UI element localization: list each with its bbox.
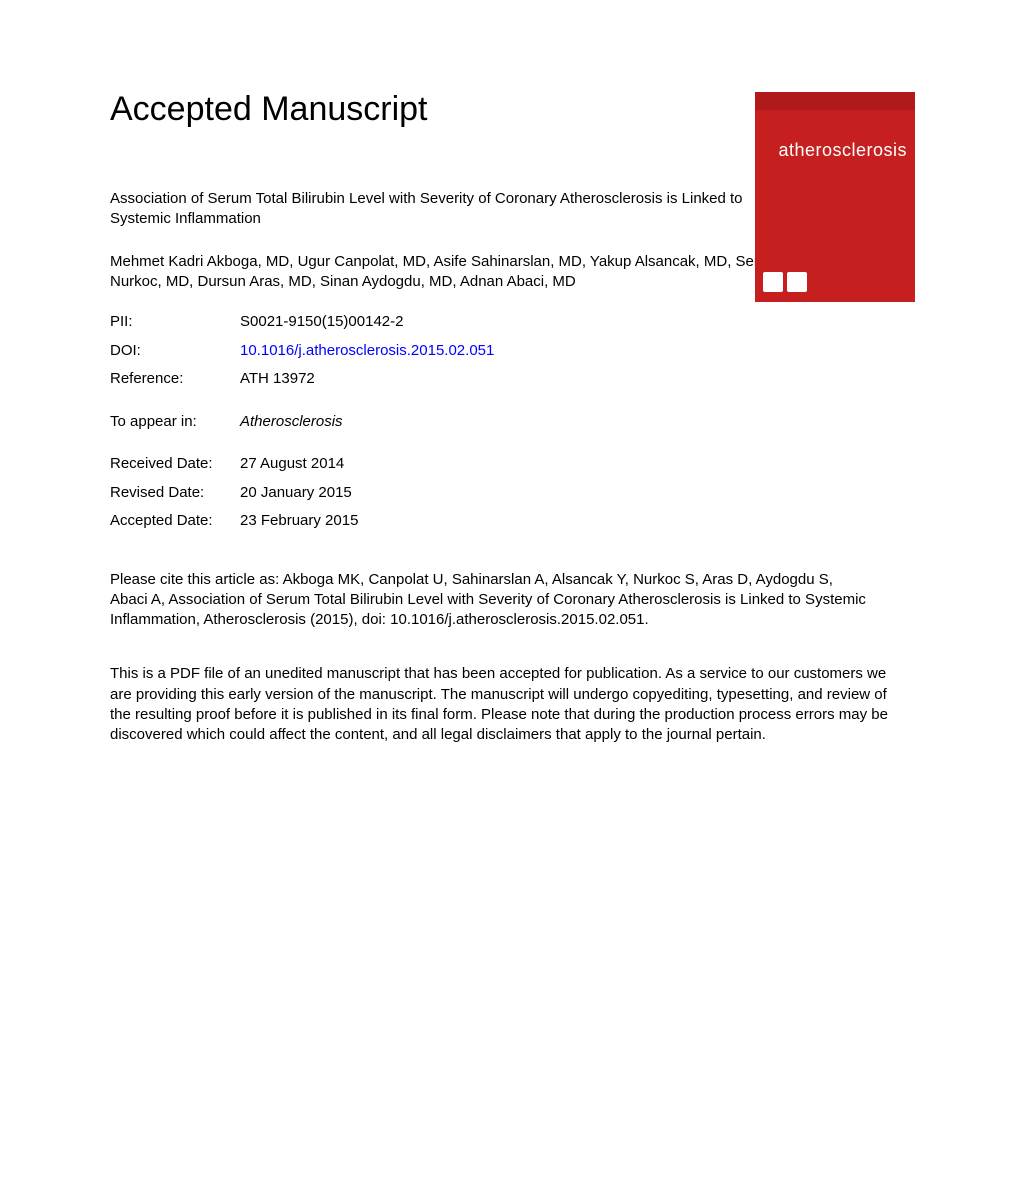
meta-label: Revised Date: <box>110 479 240 508</box>
journal-cover: atherosclerosis <box>755 92 915 302</box>
meta-row-received: Received Date: 27 August 2014 <box>110 450 920 479</box>
meta-label: Reference: <box>110 365 240 394</box>
journal-cover-topbar <box>755 92 915 110</box>
meta-label: To appear in: <box>110 408 240 437</box>
meta-row-reference: Reference: ATH 13972 <box>110 365 920 394</box>
disclaimer-text: This is a PDF file of an unedited manusc… <box>110 664 910 745</box>
journal-cover-subtitle <box>763 163 907 169</box>
meta-row-revised: Revised Date: 20 January 2015 <box>110 479 920 508</box>
meta-label: Accepted Date: <box>110 507 240 536</box>
meta-row-appear: To appear in: Atherosclerosis <box>110 408 920 437</box>
journal-badge-icon <box>787 272 807 292</box>
meta-row-pii: PII: S0021-9150(15)00142-2 <box>110 308 920 337</box>
meta-row-accepted: Accepted Date: 23 February 2015 <box>110 507 920 536</box>
meta-value-reference: ATH 13972 <box>240 365 920 394</box>
journal-cover-badges <box>763 272 807 292</box>
meta-value-revised: 20 January 2015 <box>240 479 920 508</box>
metadata-table: PII: S0021-9150(15)00142-2 DOI: 10.1016/… <box>110 308 920 536</box>
article-title: Association of Serum Total Bilirubin Lev… <box>110 189 750 230</box>
meta-label: Received Date: <box>110 450 240 479</box>
journal-cover-name: atherosclerosis <box>763 140 907 161</box>
meta-value-appear: Atherosclerosis <box>240 408 920 437</box>
meta-row-doi: DOI: 10.1016/j.atherosclerosis.2015.02.0… <box>110 337 920 366</box>
meta-value-accepted: 23 February 2015 <box>240 507 920 536</box>
authors-list: Mehmet Kadri Akboga, MD, Ugur Canpolat, … <box>110 252 790 293</box>
journal-badge-icon <box>763 272 783 292</box>
citation-text: Please cite this article as: Akboga MK, … <box>110 570 870 631</box>
meta-label: PII: <box>110 308 240 337</box>
meta-label: DOI: <box>110 337 240 366</box>
meta-value-doi-link[interactable]: 10.1016/j.atherosclerosis.2015.02.051 <box>240 337 920 366</box>
meta-value-received: 27 August 2014 <box>240 450 920 479</box>
meta-value-pii: S0021-9150(15)00142-2 <box>240 308 920 337</box>
